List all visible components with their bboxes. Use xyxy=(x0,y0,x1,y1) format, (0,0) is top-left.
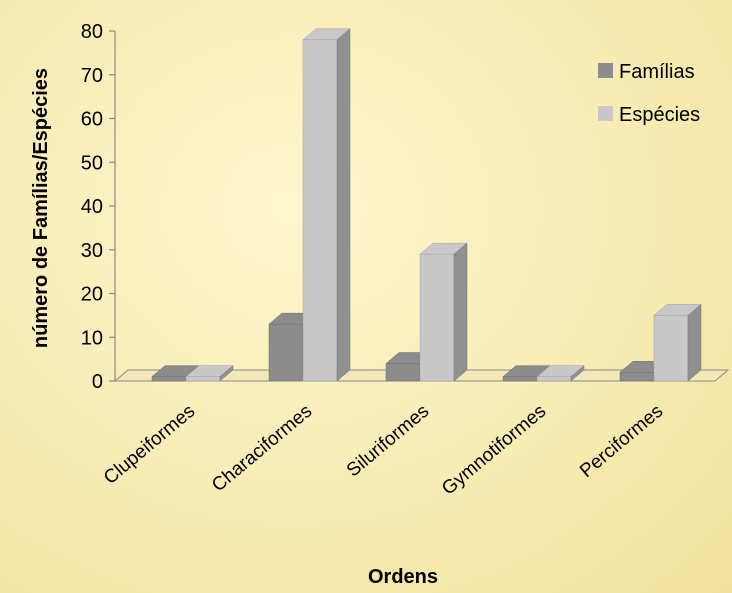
y-axis: 0 10 20 30 40 50 60 70 80 xyxy=(81,21,116,393)
y-tick-label: 40 xyxy=(81,196,103,218)
bar-front xyxy=(302,39,338,382)
bar-side xyxy=(687,303,702,382)
y-tick-label: 50 xyxy=(81,152,103,174)
bar-side xyxy=(453,242,468,382)
y-tick-label: 60 xyxy=(81,109,103,131)
x-tick-label: Perciformes xyxy=(576,401,667,482)
bar-front xyxy=(151,376,187,382)
bars xyxy=(151,28,702,382)
y-tick-label: 0 xyxy=(92,371,103,393)
bar-front xyxy=(653,315,689,382)
legend-item: Espécies xyxy=(598,104,700,126)
y-tick-label: 70 xyxy=(81,65,103,87)
bar-front xyxy=(385,363,421,382)
x-tick-label: Characiformes xyxy=(208,401,316,497)
y-axis-title: número de Famílias/Espécies xyxy=(30,68,52,348)
bar-side xyxy=(219,365,234,382)
bar-Espécies-Clupeiformes xyxy=(185,365,234,382)
x-tick-label: Siluriformes xyxy=(343,401,433,482)
bar-front xyxy=(419,253,455,382)
x-axis-title: Ordens xyxy=(368,566,438,588)
legend-swatch xyxy=(598,106,613,121)
legend: Famílias Espécies xyxy=(598,61,700,126)
legend-label: Famílias xyxy=(619,61,695,83)
y-tick-label: 30 xyxy=(81,240,103,262)
bar-front xyxy=(619,372,655,382)
bar-Espécies-Siluriformes xyxy=(419,242,468,382)
x-tick-label: Clupeiformes xyxy=(100,401,199,489)
bar-front xyxy=(268,323,304,382)
legend-swatch xyxy=(598,63,613,78)
bar-front xyxy=(502,376,538,382)
y-tick-label: 80 xyxy=(81,21,103,43)
bar-Espécies-Perciformes xyxy=(653,303,702,382)
bar-side xyxy=(570,365,585,382)
bar-front xyxy=(185,376,221,382)
x-tick-label: Gymnotiformes xyxy=(438,401,550,500)
y-tick-label: 10 xyxy=(81,327,103,349)
bar-Espécies-Gymnotiformes xyxy=(536,365,585,382)
x-axis-tick-labels: Clupeiformes Characiformes Siluriformes Gym… xyxy=(100,401,667,500)
bar-side xyxy=(336,28,351,382)
bar-Espécies-Characiformes xyxy=(302,28,351,382)
legend-item: Famílias xyxy=(598,61,695,83)
y-tick-label: 20 xyxy=(81,284,103,306)
bar-front xyxy=(536,376,572,382)
legend-label: Espécies xyxy=(619,104,700,126)
